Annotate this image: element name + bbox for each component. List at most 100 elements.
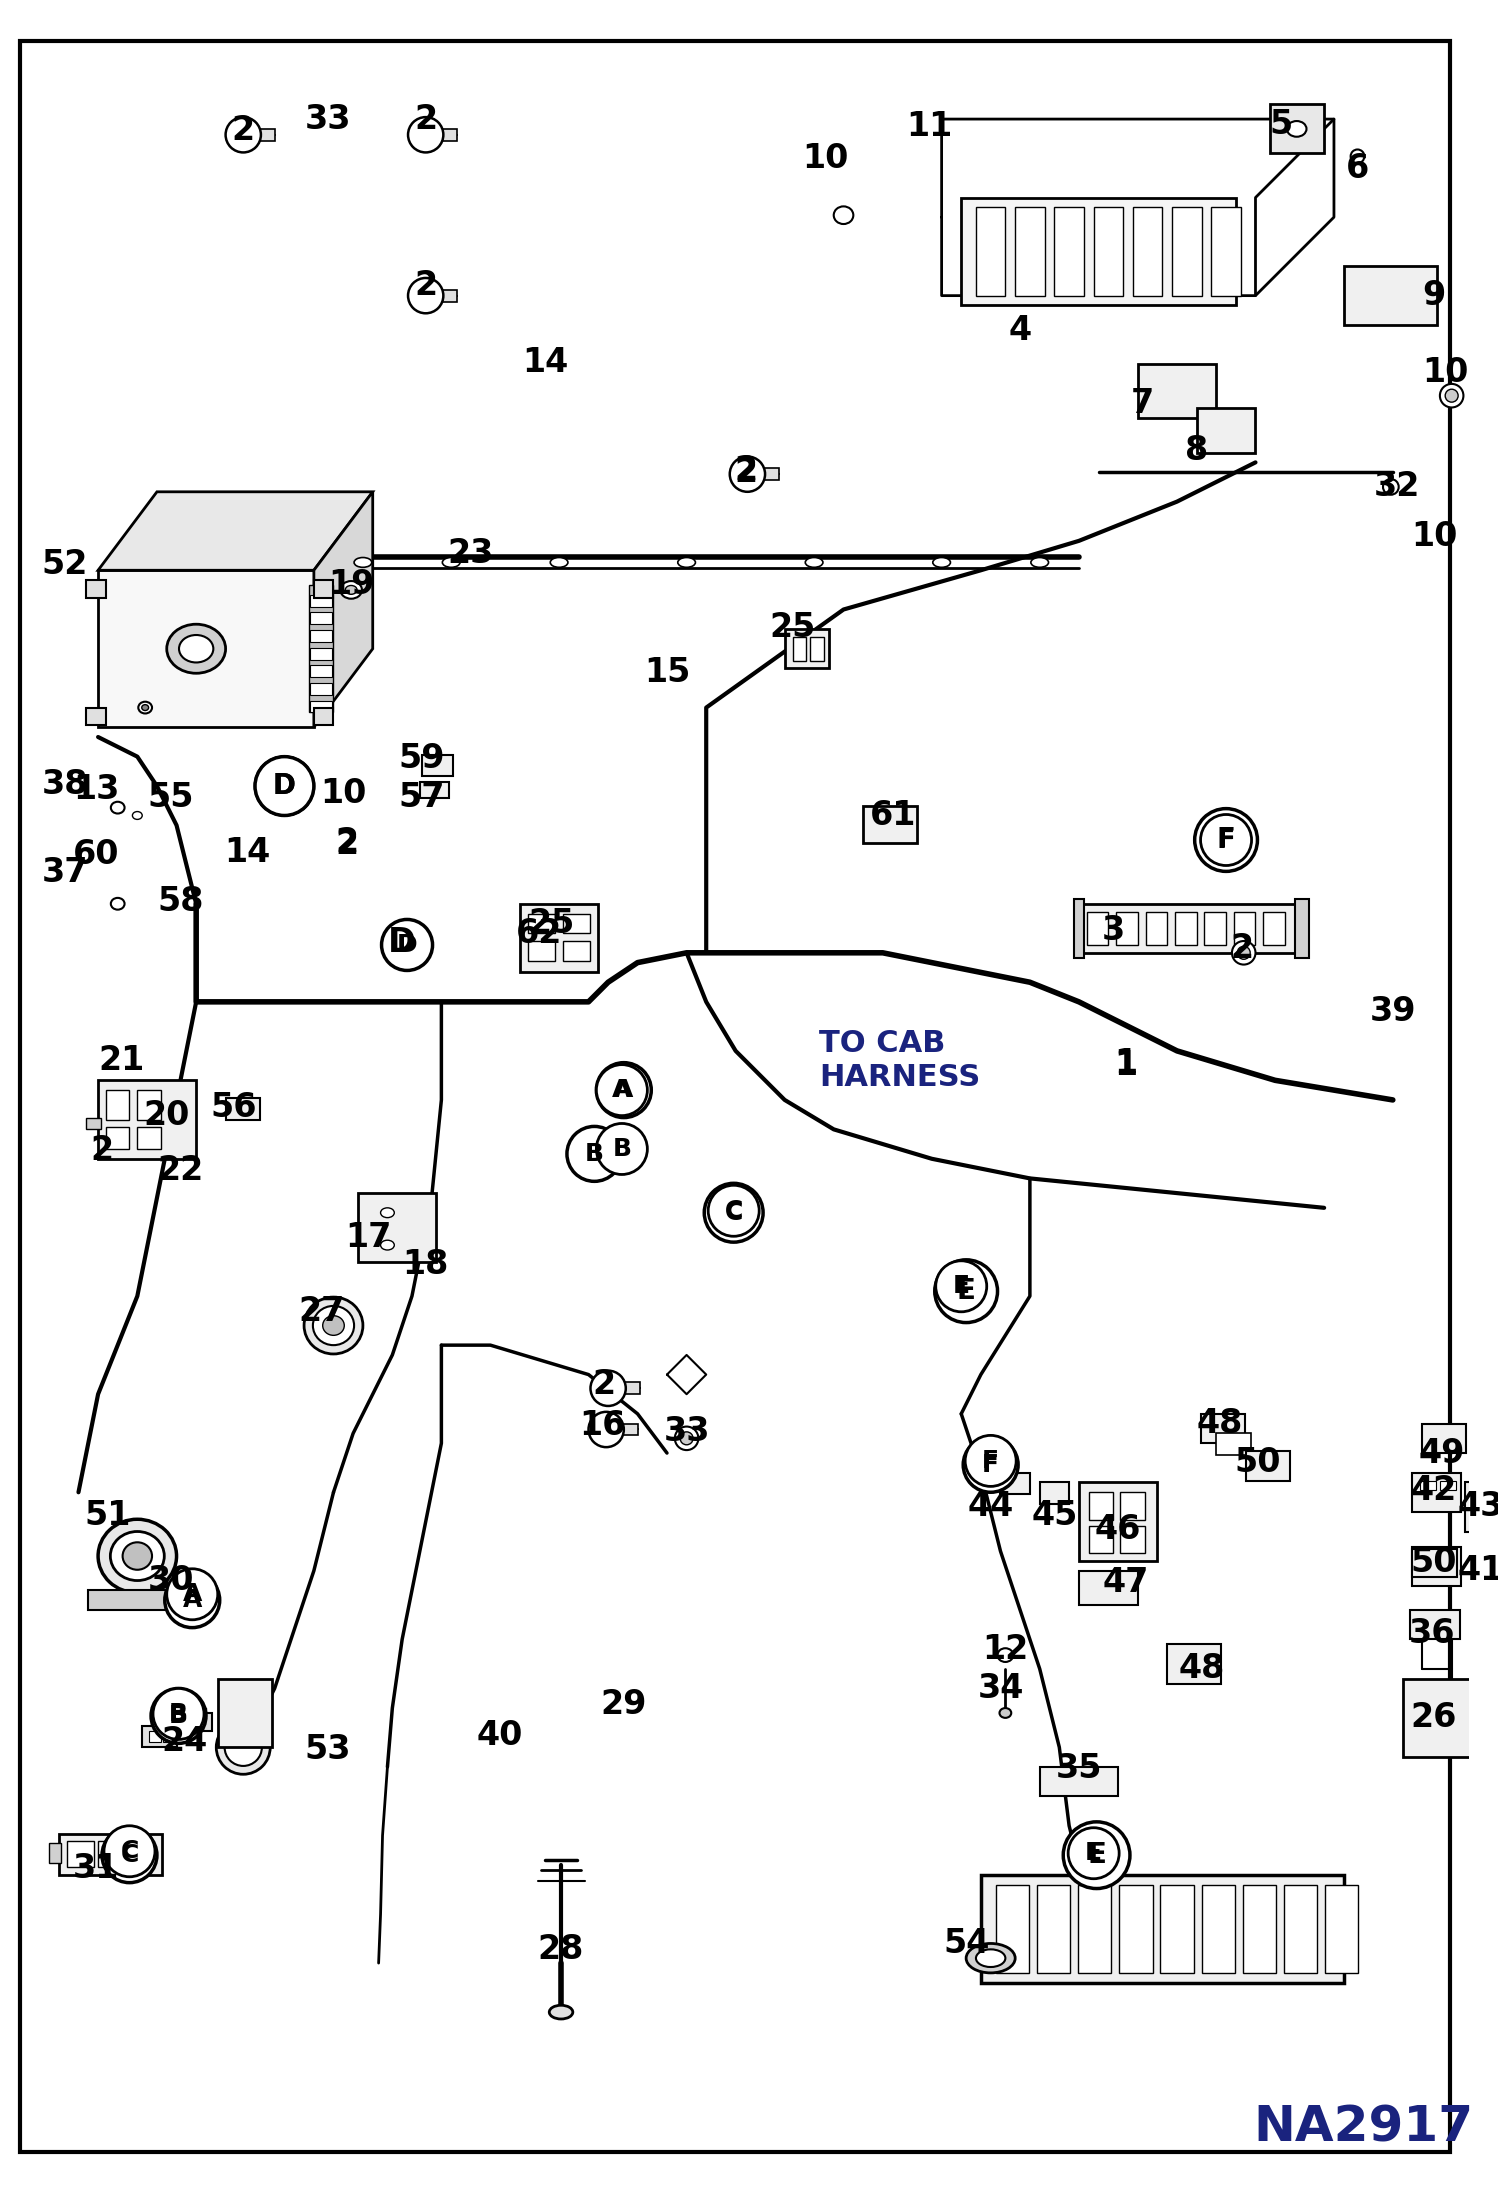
Bar — [1243, 1884, 1276, 1974]
Bar — [1465, 1482, 1498, 1531]
Ellipse shape — [111, 1531, 165, 1581]
Ellipse shape — [132, 811, 142, 820]
Bar — [1440, 1480, 1456, 1491]
Ellipse shape — [340, 581, 363, 599]
Bar — [1040, 1768, 1118, 1796]
Text: B: B — [613, 1136, 631, 1160]
Circle shape — [1440, 384, 1464, 408]
Bar — [1201, 1884, 1234, 1974]
Text: A: A — [183, 1588, 202, 1612]
Ellipse shape — [322, 1316, 345, 1336]
Circle shape — [589, 1412, 623, 1447]
Bar — [1246, 1452, 1290, 1480]
Circle shape — [102, 1827, 157, 1882]
Ellipse shape — [677, 557, 695, 568]
Text: F: F — [1218, 829, 1234, 853]
Ellipse shape — [380, 1241, 394, 1250]
Text: E: E — [953, 1274, 969, 1298]
Text: 33: 33 — [664, 1414, 710, 1447]
Circle shape — [730, 456, 765, 491]
Circle shape — [255, 757, 315, 816]
Ellipse shape — [550, 557, 568, 568]
Text: 8: 8 — [1185, 434, 1209, 467]
Text: 10: 10 — [1423, 355, 1470, 388]
Text: 15: 15 — [644, 656, 691, 689]
Bar — [962, 197, 1236, 305]
Bar — [1326, 1884, 1359, 1974]
Bar — [88, 1590, 177, 1610]
Ellipse shape — [138, 702, 151, 713]
Bar — [977, 208, 1005, 296]
Bar — [58, 1833, 162, 1875]
Text: 52: 52 — [42, 548, 88, 581]
Text: 34: 34 — [977, 1671, 1023, 1704]
Text: 2: 2 — [336, 827, 360, 860]
Text: 40: 40 — [476, 1719, 523, 1752]
Ellipse shape — [166, 625, 226, 673]
Bar — [422, 754, 454, 776]
Ellipse shape — [966, 1943, 1016, 1974]
Text: 44: 44 — [968, 1489, 1014, 1522]
Text: 46: 46 — [1095, 1513, 1141, 1546]
Text: 32: 32 — [1374, 471, 1420, 504]
Text: D: D — [397, 932, 418, 956]
Text: C: C — [120, 1842, 139, 1866]
Circle shape — [407, 116, 443, 154]
Text: 2: 2 — [90, 1134, 114, 1167]
Bar — [1263, 912, 1285, 945]
Bar — [1001, 1474, 1031, 1493]
Ellipse shape — [1351, 149, 1365, 162]
Text: 33: 33 — [304, 103, 351, 136]
Text: TO CAB
HARNESS: TO CAB HARNESS — [819, 1029, 980, 1092]
Bar — [310, 612, 331, 625]
Text: 5: 5 — [1269, 107, 1293, 143]
Text: 17: 17 — [346, 1222, 392, 1254]
Text: 42: 42 — [1411, 1474, 1458, 1507]
Ellipse shape — [97, 1520, 177, 1592]
Bar — [785, 629, 828, 669]
Text: 43: 43 — [1458, 1489, 1498, 1522]
Circle shape — [1064, 1822, 1129, 1888]
Text: C: C — [725, 1202, 743, 1224]
Circle shape — [165, 1572, 220, 1627]
Bar — [1074, 899, 1085, 958]
Bar — [163, 1730, 175, 1743]
Bar — [138, 1090, 160, 1121]
Text: A: A — [613, 1079, 632, 1103]
Bar — [150, 1730, 160, 1743]
Bar — [310, 647, 331, 660]
Text: 61: 61 — [869, 798, 915, 831]
Text: 55: 55 — [147, 781, 193, 814]
Bar — [1212, 208, 1240, 296]
Text: B: B — [169, 1702, 189, 1726]
Bar — [258, 129, 274, 140]
Bar — [1422, 1423, 1467, 1454]
Bar — [1216, 1434, 1251, 1454]
Ellipse shape — [550, 2004, 572, 2020]
Bar — [527, 941, 556, 961]
Text: 27: 27 — [298, 1296, 345, 1329]
Bar — [1270, 105, 1324, 154]
Text: 10: 10 — [1411, 520, 1458, 553]
Bar — [358, 1193, 436, 1261]
Circle shape — [674, 1428, 698, 1450]
Bar — [439, 289, 457, 300]
Polygon shape — [97, 491, 373, 570]
Text: 59: 59 — [398, 741, 445, 774]
Bar — [1037, 1884, 1070, 1974]
Bar — [138, 1127, 160, 1149]
Text: 50: 50 — [1411, 1546, 1458, 1579]
Text: 14: 14 — [523, 346, 568, 379]
Circle shape — [1231, 941, 1255, 965]
Text: 54: 54 — [944, 1928, 990, 1961]
Text: A: A — [614, 1079, 634, 1103]
Bar — [310, 702, 331, 713]
Bar — [792, 636, 806, 660]
Text: 1: 1 — [1115, 1046, 1137, 1081]
Bar — [1294, 899, 1309, 958]
Text: 2: 2 — [413, 103, 437, 136]
Circle shape — [1068, 1827, 1119, 1879]
Text: 23: 23 — [448, 537, 494, 570]
Bar — [1055, 208, 1085, 296]
Text: F: F — [983, 1452, 999, 1476]
